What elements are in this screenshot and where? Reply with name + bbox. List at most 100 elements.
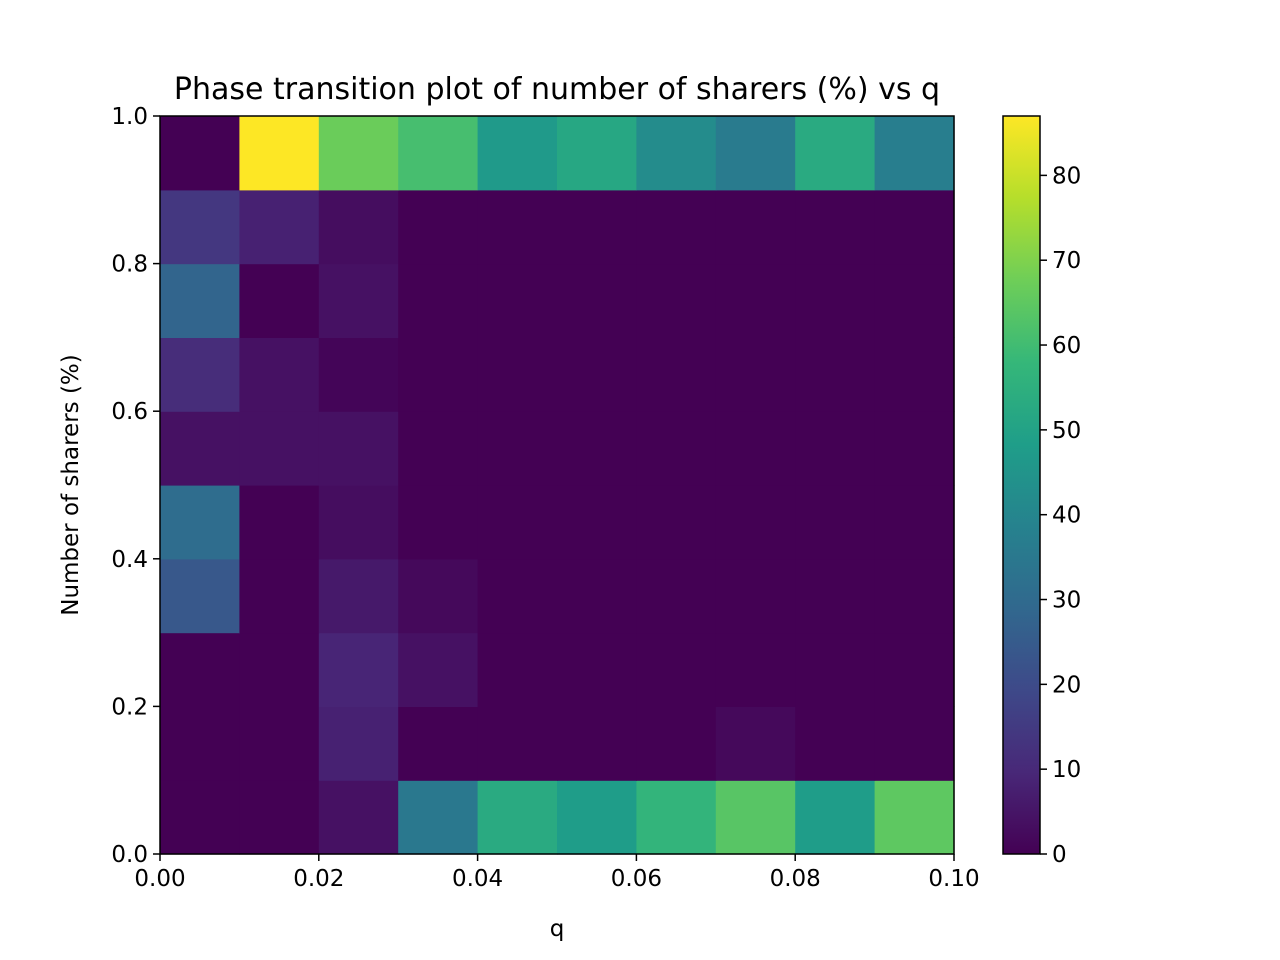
heatmap-cell-r1-c0 [160,706,240,781]
heatmap-cells [160,116,955,855]
heatmap-cell-r1-c9 [874,706,955,781]
heatmap-cell-r6-c6 [636,337,717,412]
y-tick-label: 0.8 [111,252,148,278]
heatmap-cell-r9-c4 [477,116,558,191]
heatmap-cell-r8-c8 [795,189,876,265]
heatmap-cell-r2-c0 [160,632,240,707]
heatmap-cell-r2-c9 [874,632,955,707]
heatmap-cell-r3-c2 [318,558,399,634]
heatmap-cell-r9-c9 [874,116,955,191]
heatmap-cell-r6-c4 [477,337,558,412]
heatmap-cell-r8-c7 [715,189,796,265]
colorbar-tick-label: 60 [1052,333,1081,359]
heatmap-cell-r9-c5 [557,116,637,191]
heatmap-cell-r6-c5 [557,337,637,412]
heatmap-cell-r0-c2 [318,780,399,855]
x-tick-label: 0.06 [611,866,662,892]
y-tick-label: 0.2 [111,694,148,720]
heatmap-cell-r2-c2 [318,632,399,707]
heatmap-cell-r4-c9 [874,485,955,560]
heatmap-cell-r2-c5 [557,632,637,707]
heatmap-cell-r0-c6 [636,780,717,855]
heatmap-cell-r9-c1 [239,116,320,191]
heatmap-cell-r3-c7 [715,558,796,634]
heatmap-cell-r9-c0 [160,116,240,191]
heatmap-cell-r0-c8 [795,780,876,855]
heatmap-cell-r6-c9 [874,337,955,412]
heatmap-cell-r2-c3 [398,632,479,707]
chart-title: Phase transition plot of number of share… [174,72,940,107]
y-tick-label: 0.6 [111,399,148,425]
heatmap-cell-r5-c5 [557,411,637,486]
x-tick-label: 0.04 [452,866,503,892]
heatmap-cell-r8-c4 [477,189,558,265]
heatmap-cell-r4-c6 [636,485,717,560]
heatmap-cell-r4-c2 [318,485,399,560]
heatmap-cell-r5-c6 [636,411,717,486]
colorbar-tick-label: 70 [1052,248,1081,274]
heatmap-cell-r4-c5 [557,485,637,560]
colorbar-tick-label: 10 [1052,757,1081,783]
heatmap-cell-r1-c8 [795,706,876,781]
y-tick-label: 0.0 [111,842,148,868]
heatmap-cell-r4-c4 [477,485,558,560]
heatmap-cell-r1-c1 [239,706,320,781]
heatmap-cell-r7-c3 [398,263,479,338]
heatmap-cell-r7-c1 [239,263,320,338]
x-tick-label: 0.00 [134,866,185,892]
heatmap-cell-r0-c0 [160,780,240,855]
heatmap-cell-r5-c3 [398,411,479,486]
heatmap-cell-r3-c1 [239,558,320,634]
heatmap-cell-r3-c3 [398,558,479,634]
heatmap-cell-r0-c9 [874,780,955,855]
y-tick-label: 1.0 [111,104,148,130]
heatmap-cell-r7-c8 [795,263,876,338]
heatmap-cell-r5-c9 [874,411,955,486]
colorbar-tick-label: 50 [1052,418,1081,444]
x-tick-label: 0.10 [928,866,979,892]
heatmap-cell-r5-c4 [477,411,558,486]
heatmap-cell-r1-c2 [318,706,399,781]
heatmap-cell-r1-c6 [636,706,717,781]
heatmap-cell-r4-c8 [795,485,876,560]
heatmap-cell-r8-c0 [160,189,240,265]
heatmap-cell-r3-c9 [874,558,955,634]
colorbar-tick-label: 40 [1052,503,1081,529]
heatmap-cell-r7-c5 [557,263,637,338]
heatmap-cell-r3-c4 [477,558,558,634]
x-axis-ticks: 0.00 0.02 0.04 0.06 0.08 0.10 [134,854,980,892]
heatmap-cell-r6-c0 [160,337,240,412]
heatmap-cell-r4-c1 [239,485,320,560]
heatmap-cell-r6-c8 [795,337,876,412]
heatmap-cell-r9-c3 [398,116,479,191]
heatmap-cell-r2-c4 [477,632,558,707]
heatmap-cell-r4-c3 [398,485,479,560]
heatmap-cell-r1-c3 [398,706,479,781]
heatmap-cell-r1-c5 [557,706,637,781]
colorbar-tick-label: 30 [1052,588,1081,614]
heatmap-cell-r7-c9 [874,263,955,338]
heatmap-cell-r3-c0 [160,558,240,634]
heatmap-cell-r9-c2 [318,116,399,191]
y-axis-label: Number of sharers (%) [58,354,84,616]
heatmap-cell-r2-c6 [636,632,717,707]
heatmap-cell-r1-c7 [715,706,796,781]
heatmap-cell-r3-c6 [636,558,717,634]
colorbar [1002,115,1041,855]
heatmap-cell-r9-c6 [636,116,717,191]
heatmap-cell-r4-c7 [715,485,796,560]
heatmap-cell-r7-c2 [318,263,399,338]
heatmap-cell-r5-c1 [239,411,320,486]
heatmap-cell-r6-c7 [715,337,796,412]
colorbar-tick-label: 20 [1052,672,1081,698]
heatmap-cell-r5-c2 [318,411,399,486]
y-tick-label: 0.4 [111,547,148,573]
heatmap-cell-r8-c5 [557,189,637,265]
heatmap-cell-r6-c2 [318,337,399,412]
heatmap-cell-r5-c8 [795,411,876,486]
heatmap-cell-r7-c0 [160,263,240,338]
heatmap-cell-r7-c6 [636,263,717,338]
colorbar-tick-label: 80 [1052,163,1081,189]
heatmap-cell-r8-c9 [874,189,955,265]
heatmap-cell-r0-c4 [477,780,558,855]
